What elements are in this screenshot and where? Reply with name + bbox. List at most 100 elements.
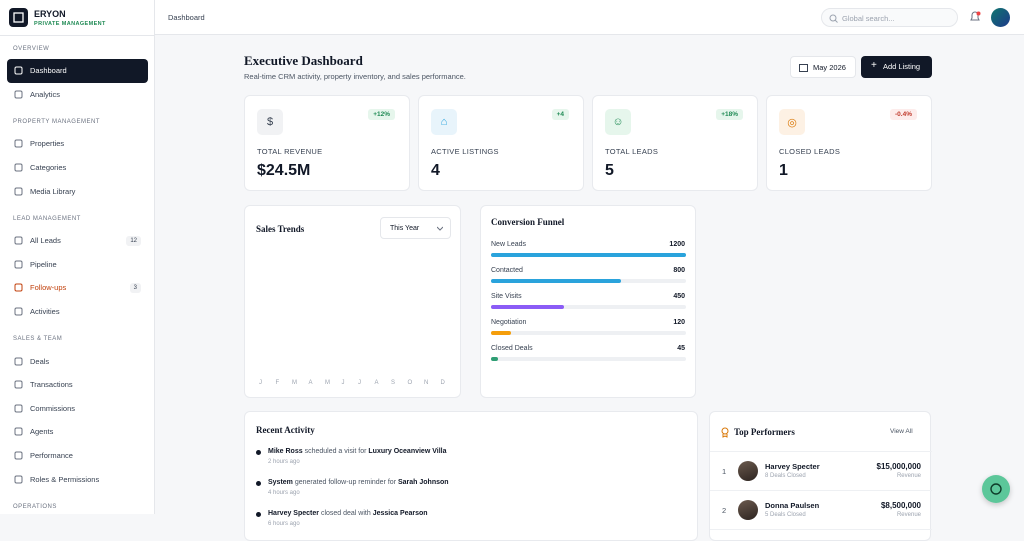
nav-badge: 12 <box>126 235 141 246</box>
nav-item[interactable]: Deals <box>7 349 148 373</box>
bar <box>491 305 565 309</box>
topbar: Dashboard Global search... <box>155 0 1024 35</box>
x-tick-label: N <box>424 380 429 386</box>
chat-button[interactable] <box>982 475 1010 503</box>
nav-item[interactable]: Follow-ups 3 <box>7 276 148 300</box>
nav-item[interactable]: Analytics <box>7 83 148 107</box>
activity-time: 4 hours ago <box>268 490 300 496</box>
performers-card: Top Performers View All 1 Harvey Specter 8… <box>709 411 932 541</box>
icon <box>14 90 23 99</box>
performer-amount: $8,500,000 <box>880 501 921 510</box>
icon <box>14 283 23 292</box>
notifications[interactable] <box>969 11 981 23</box>
section-title: OVERVIEW <box>13 46 50 52</box>
x-tick-label: O <box>407 380 413 386</box>
kpi-value: 1 <box>779 162 788 179</box>
nav-item[interactable]: All Leads 12 <box>7 229 148 253</box>
stage-value: 450 <box>673 293 685 300</box>
amount-label: Revenue <box>896 512 921 518</box>
target: Luxury Oceanview Villa <box>368 448 447 455</box>
stage-value: 800 <box>673 267 685 274</box>
nav-label: Activities <box>30 307 60 317</box>
date-label: May 2026 <box>813 63 846 72</box>
card-title: Recent Activity <box>256 425 315 435</box>
section-title: PROPERTY MANAGEMENT <box>13 119 100 126</box>
bar <box>491 279 621 283</box>
nav-label: Properties <box>30 139 65 149</box>
nav-label: Deals <box>30 356 50 366</box>
kpi-value: 4 <box>431 162 440 179</box>
stage-value: 1200 <box>669 241 685 248</box>
card-title: Sales Trends <box>256 224 305 234</box>
performer-name: Harvey Specter <box>765 462 820 471</box>
nav-item[interactable]: Media Library <box>7 179 148 203</box>
stage-name: Contacted <box>491 267 523 274</box>
award-icon <box>721 427 729 438</box>
nav-label: Analytics <box>30 89 61 99</box>
page-title: Executive Dashboard <box>244 53 363 68</box>
nav-item[interactable]: Properties <box>7 132 148 156</box>
card-title: Conversion Funnel <box>491 217 565 227</box>
divider <box>0 35 154 36</box>
stage-value: 120 <box>673 319 685 326</box>
section-title: SALES & TEAM <box>13 336 63 343</box>
nav-item[interactable]: Pipeline <box>7 253 148 277</box>
actor: System <box>268 479 293 486</box>
section-title: OPERATIONS <box>13 503 57 510</box>
kpi-icon: $ <box>257 109 283 135</box>
icon <box>14 380 23 389</box>
button-label: Add Listing <box>883 62 921 71</box>
nav: OVERVIEW Dashboard Analytics PROPERTY MANAG… <box>0 33 154 514</box>
bar <box>491 253 686 257</box>
nav-label: Commissions <box>30 403 76 413</box>
page-subtitle: Real-time CRM activity, property invento… <box>244 72 466 81</box>
kpi-change: -0.4% <box>890 109 917 120</box>
nav-label: All Leads <box>30 236 61 246</box>
nav-item[interactable]: Dashboard <box>7 59 148 83</box>
kpi-value: $24.5M <box>257 162 311 179</box>
divider <box>710 529 932 530</box>
performer-avatar <box>738 461 758 481</box>
nav-item[interactable]: Roles & Permissions <box>7 467 148 491</box>
avatar[interactable] <box>991 8 1010 27</box>
nav-item[interactable]: Commissions <box>7 397 148 421</box>
nav-item[interactable]: Agents <box>7 420 148 444</box>
nav-item[interactable]: Performance <box>7 444 148 468</box>
performer-sub: 8 Deals Closed <box>765 473 806 479</box>
view-all-link[interactable]: View All <box>890 428 913 435</box>
add-listing-button[interactable]: + Add Listing <box>861 56 932 78</box>
date-picker[interactable]: May 2026 <box>790 56 856 78</box>
nav-item[interactable]: Transactions <box>7 373 148 397</box>
icon <box>14 357 23 366</box>
nav-section: OPERATIONS <box>0 491 154 514</box>
performer-amount: $15,000,000 <box>876 462 922 471</box>
icon <box>14 475 23 484</box>
sidebar: ERYON PRIVATE MANAGEMENT OVERVIEW Dashboa… <box>0 0 155 514</box>
search[interactable]: Global search... <box>821 8 958 27</box>
icon <box>14 139 23 148</box>
kpi-label: CLOSED LEADS <box>779 147 841 156</box>
breadcrumb: Dashboard <box>168 13 205 22</box>
divider <box>710 490 932 491</box>
stage-value: 45 <box>677 345 685 352</box>
nav-section: SALES & TEAM Deals Transactions Commissions… <box>0 323 154 491</box>
nav-item[interactable]: Activities <box>7 300 148 324</box>
plus-icon: + <box>871 60 877 71</box>
nav-label: Transactions <box>30 380 73 390</box>
x-tick-label: A <box>308 380 313 386</box>
performer-sub: 5 Deals Closed <box>765 512 806 518</box>
rank: 2 <box>722 506 727 515</box>
nav-section: PROPERTY MANAGEMENT Properties Categories M… <box>0 106 154 203</box>
action: scheduled a visit for <box>304 448 367 455</box>
bar-track <box>491 357 686 361</box>
funnel-card: Conversion Funnel New Leads 1200 Contacted… <box>480 205 696 398</box>
nav-badge: 3 <box>129 282 141 293</box>
nav-section: OVERVIEW Dashboard Analytics <box>0 33 154 107</box>
section-title: LEAD MANAGEMENT <box>13 215 81 222</box>
action: generated follow-up reminder for <box>294 479 397 486</box>
brand-name: ERYON <box>34 9 66 19</box>
nav-item[interactable]: Categories <box>7 156 148 180</box>
performer-avatar <box>738 500 758 520</box>
period-select[interactable]: This Year <box>380 217 451 239</box>
